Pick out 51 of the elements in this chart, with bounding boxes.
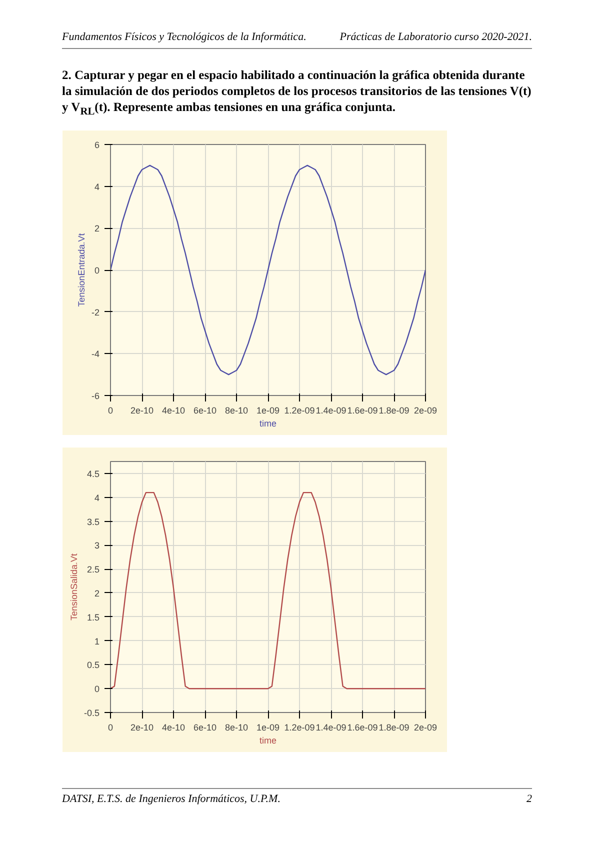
x-tick-label: 0 (108, 722, 114, 733)
x-tick-label: 1.6e-09 (347, 406, 378, 416)
y-tick-label: 2 (94, 588, 100, 599)
line-series (110, 492, 426, 690)
x-tick-label: 6e-10 (193, 406, 217, 416)
y-tick-label: 4 (94, 182, 100, 192)
y-tick-label: 4 (94, 493, 100, 504)
x-tick-label: 4e-10 (162, 406, 186, 416)
x-tick-label: 4e-10 (162, 722, 186, 733)
line-series (110, 165, 426, 376)
y-tick-label: 2 (94, 224, 100, 234)
text: Fundamentos Físicos y Tecnológicos de la Informática. (62, 30, 306, 45)
y-tick-label: 6 (94, 140, 100, 150)
y-tick-label: 3 (94, 540, 100, 551)
x-tick-label: 2e-10 (130, 406, 154, 416)
x-tick-label: 1.6e-09 (347, 722, 378, 733)
y-tick-label: 2.5 (86, 564, 100, 575)
text: Prácticas de Laboratorio curso 2020-2021. (340, 30, 532, 45)
x-axis-title: time (260, 418, 277, 429)
y-tick-label: 1 (94, 636, 100, 646)
y-tick-label: -4 (92, 349, 100, 360)
y-tick-label: 4.5 (86, 469, 100, 480)
y-tick-label: 0 (94, 266, 100, 276)
x-tick-label: 8e-10 (224, 406, 248, 416)
y-tick-label: 0 (94, 684, 100, 694)
y-tick-label: -0.5 (84, 708, 100, 718)
x-tick-label: 1.4e-09 (316, 722, 346, 733)
x-tick-label: 2e-09 (414, 722, 438, 733)
x-tick-label: 1e-09 (256, 722, 280, 733)
x-tick-label: 1.2e-09 (284, 722, 315, 733)
x-tick-label: 1e-09 (256, 406, 280, 416)
y-tick-label: -2 (92, 308, 100, 318)
y-axis-title: TensionEntrada.Vt (76, 232, 86, 307)
x-tick-label: 2e-10 (130, 722, 154, 733)
x-tick-label: 1.2e-09 (284, 406, 315, 416)
y-axis-title: TensionSalida.Vt (68, 553, 79, 621)
text: 2 (526, 792, 532, 808)
x-tick-label: 1.8e-09 (378, 406, 410, 416)
text: 2. Capturar y pegar en el espacio habilitado a continuación la gráfica obtenida durante la simulación de dos periodos completos de los procesos transitorios de las tensiones V(t) y V$_{RL}$(t). Represente ambas tensiones en una gráfica conjunta. (62, 66, 532, 120)
x-tick-label: 8e-10 (224, 722, 248, 733)
x-tick-label: 0 (108, 406, 114, 416)
x-tick-label: 1.4e-09 (316, 406, 346, 416)
x-tick-label: 6e-10 (193, 722, 217, 733)
y-tick-label: -6 (92, 391, 100, 402)
x-axis-title: time (260, 736, 277, 746)
y-tick-label: 0.5 (86, 660, 100, 670)
y-tick-label: 1.5 (86, 612, 100, 623)
x-tick-label: 2e-09 (414, 406, 438, 416)
text: DATSI, E.T.S. de Ingenieros Informáticos, U.P.M. (62, 792, 280, 808)
x-tick-label: 1.8e-09 (378, 722, 410, 733)
y-tick-label: 3.5 (86, 516, 100, 527)
